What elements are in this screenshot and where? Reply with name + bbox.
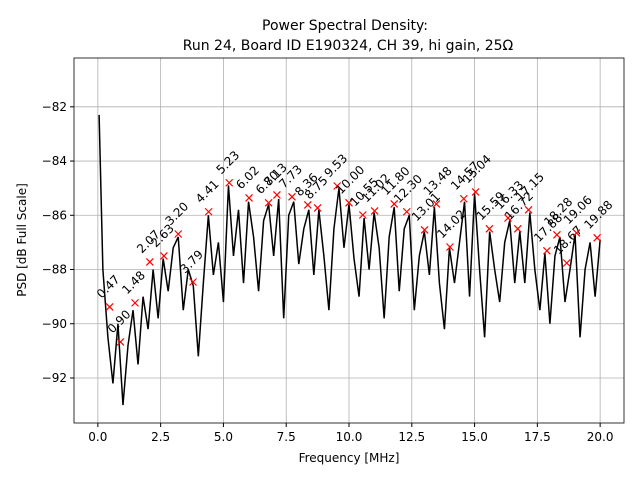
x-tick-label: 15.0 [461,430,488,444]
x-axis-label: Frequency [MHz] [299,451,400,465]
x-tick-label: 7.5 [277,430,296,444]
peak-marker [333,182,342,190]
peak-marker [145,257,154,266]
peak-marker [593,233,602,242]
peak-marker [370,207,379,215]
x-tick-label: 20.0 [587,430,614,444]
peak-marker [116,337,125,346]
x-tick-label: 0.0 [88,430,107,444]
peak-marker [174,230,183,238]
peak-marker [313,204,322,212]
peak-marker [562,259,571,267]
x-tick-label: 12.5 [398,430,425,444]
peak-label: 5.23 [213,148,242,177]
peak-label: 13.01 [409,190,443,224]
peak-marker [303,201,312,209]
peak-marker [513,224,522,233]
x-tick-label: 17.5 [524,430,551,444]
peak-label: 14.02 [434,207,468,241]
peak-marker [485,224,494,233]
peak-marker [345,198,353,207]
peak-label: 3.79 [177,247,206,276]
y-tick-label: −84 [42,154,67,168]
peak-marker [432,199,441,208]
peak-marker [189,278,197,286]
y-tick-label: −88 [42,263,67,277]
x-tick-label: 10.0 [336,430,363,444]
chart-title: Power Spectral Density: [262,18,428,34]
peak-marker [390,199,399,208]
x-tick-label: 5.0 [214,430,233,444]
peak-marker [402,207,411,216]
peak-marker [288,192,296,201]
peak-marker [446,243,454,251]
peak-label: 4.41 [193,177,222,206]
peak-marker [245,194,253,202]
peak-marker [572,228,581,237]
y-tick-label: −82 [42,100,67,114]
peak-marker [204,207,213,216]
peak-marker [471,188,480,196]
peak-marker [542,246,551,255]
y-tick-label: −90 [42,317,67,331]
x-tick-label: 2.5 [151,430,170,444]
y-tick-label: −92 [42,371,67,385]
psd-line [98,114,601,406]
peak-marker [131,298,139,307]
peak-marker [272,191,281,199]
peak-marker [159,252,168,260]
plot-frame [73,57,625,424]
peak-label: 3.20 [162,199,191,228]
peak-marker [524,205,533,214]
peak-label: 1.48 [119,268,148,297]
peak-marker [105,303,114,311]
peak-marker [358,211,367,219]
peak-marker [553,230,561,239]
y-tick-label: −86 [42,208,67,222]
chart-subtitle: Run 24, Board ID E190324, CH 39, hi gain… [183,38,514,54]
peak-marker [504,214,512,222]
peak-marker [459,194,468,203]
peak-marker [264,198,273,207]
peak-marker [225,178,234,187]
peak-marker [420,225,429,234]
y-axis-label: PSD [dB Full Scale] [15,183,29,297]
